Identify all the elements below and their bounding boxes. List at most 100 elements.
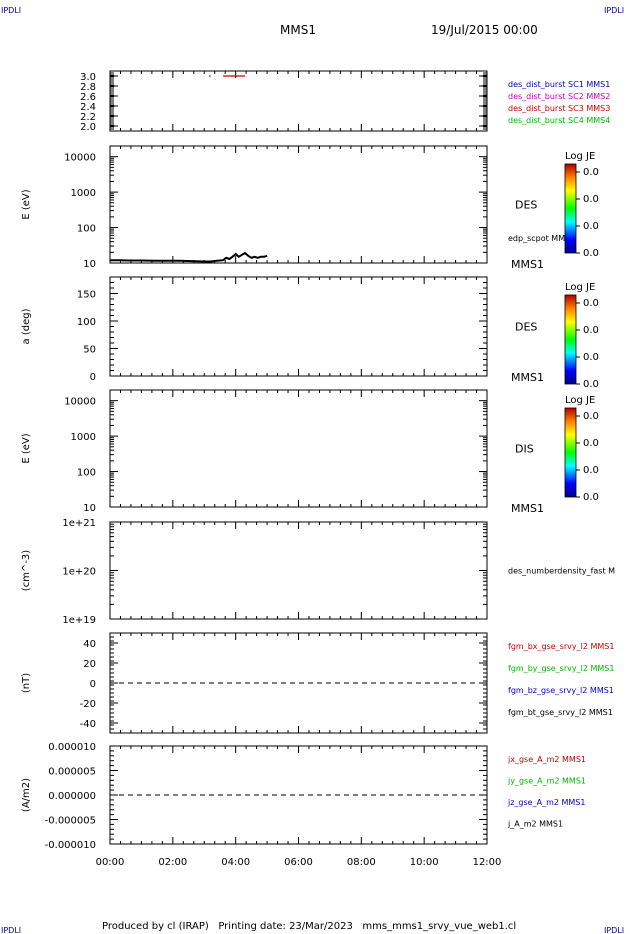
colorbar-tick-label: 0.0 [583, 325, 599, 336]
y-tick-label: 100 [77, 224, 96, 235]
legend-entry: fgm_bt_gse_srvy_l2 MMS1 [508, 708, 613, 717]
colorbar-tick-label: 0.0 [583, 411, 599, 422]
corner-label-tl: IPDLI [1, 6, 21, 15]
corner-label-br: IPDLI [604, 926, 624, 934]
y-tick-label: 2.8 [80, 82, 96, 93]
colorbar-title: Log JE [565, 282, 595, 293]
scpot-line [110, 251, 268, 263]
colorbar [564, 163, 577, 254]
y-axis-label: E (eV) [21, 189, 32, 219]
time-tick-label: 12:00 [473, 857, 502, 868]
y-tick-label: 40 [83, 639, 96, 650]
spacecraft-label: MMS1 [511, 258, 544, 271]
y-tick-label: -0.000005 [45, 816, 96, 827]
spacecraft-label: MMS1 [511, 371, 544, 384]
y-tick-label: 2.2 [80, 112, 96, 123]
scpot-label: edp_scpot MMS1 [508, 234, 575, 243]
y-tick-label: 1000 [71, 188, 96, 199]
y-tick-label: 2.6 [80, 92, 96, 103]
colorbar-tick-label: 0.0 [583, 194, 599, 205]
panel-current: 0.000010 0.000005 0.000000 -0.000005 -0.0000… [21, 742, 586, 851]
y-axis-label: (A/m2) [21, 778, 32, 812]
legend-entry: des_dist_burst SC2 MMS2 [508, 92, 610, 101]
y-axis-label: (nT) [21, 673, 32, 693]
panel-dis_energy: 10000 1000 100 10 E (eV) DIS MMS1 Log JE 0.0 0.0 0… [21, 389, 599, 515]
legend-entry: fgm_bz_gse_srvy_l2 MMS1 [508, 686, 614, 695]
legend-entry: des_dist_burst SC1 MMS1 [508, 80, 610, 89]
datetime-title: 19/Jul/2015 00:00 [431, 23, 538, 37]
y-tick-label: 0.000010 [48, 742, 96, 753]
y-tick-label: 10000 [64, 153, 96, 164]
corner-label-bl: IPDLI [1, 926, 21, 934]
panel-fgm: 40 20 0 -20 -40 (nT) fgm_bx_gse_srvy_l2 MMS1 fg… [21, 632, 614, 734]
colorbar-tick-label: 0.0 [583, 379, 599, 390]
y-tick-label: 10 [83, 503, 96, 514]
colorbar [564, 407, 577, 498]
legend-entry: jz_gse_A_m2 MMS1 [507, 798, 585, 807]
colorbar [564, 294, 577, 385]
y-tick-label: 0.000000 [48, 791, 96, 802]
y-tick-label: 2.4 [80, 102, 96, 113]
time-tick-label: 06:00 [284, 857, 313, 868]
y-tick-label: 100 [77, 317, 96, 328]
colorbar-tick-label: 0.0 [583, 248, 599, 259]
y-tick-label: 100 [77, 468, 96, 479]
legend-entry: des_dist_burst SC4 MMS4 [508, 116, 610, 125]
panel-density: 1e+21 1e+20 1e+19 (cm^-3) des_numberdensity_… [21, 518, 615, 626]
plot-frame [109, 389, 488, 508]
y-tick-label: 0.000005 [48, 767, 96, 778]
y-tick-label: 0 [90, 372, 96, 383]
y-tick-label: 150 [77, 290, 96, 301]
y-tick-label: 1e+20 [62, 567, 96, 578]
colorbar-tick-label: 0.0 [583, 352, 599, 363]
y-axis-label: a (deg) [21, 308, 32, 344]
y-tick-label: 10000 [64, 397, 96, 408]
y-tick-label: 2.0 [80, 122, 96, 133]
y-tick-label: 3.0 [80, 72, 96, 83]
colorbar-title: Log JE [565, 151, 595, 162]
footer-text: Produced by cl (IRAP) Printing date: 23/… [102, 921, 516, 932]
y-tick-label: 1e+21 [62, 518, 96, 529]
y-tick-label: 0 [90, 679, 96, 690]
time-tick-label: 04:00 [221, 857, 250, 868]
panel-des_energy: 10000 1000 100 10 E (eV) edp_scpot MMS1 DES MMS… [21, 145, 599, 271]
y-axis-label: E (eV) [21, 433, 32, 463]
colorbar-tick-label: 0.0 [583, 298, 599, 309]
colorbar-tick-label: 0.0 [583, 438, 599, 449]
plot-frame [109, 276, 488, 377]
y-tick-label: 10 [83, 259, 96, 270]
legend-entry: j_A_m2 MMS1 [507, 820, 563, 829]
colorbar-tick-label: 0.0 [583, 221, 599, 232]
time-axis: 00:00 02:00 04:00 06:00 08:00 10:00 12:00 [96, 857, 502, 868]
corner-label-tr: IPDLI [604, 6, 624, 15]
instrument-label: DES [515, 199, 537, 212]
panel-des_pitch: 150 100 50 0 a (deg) DES MMS1 Log JE 0.0 0.0 0.0 0.… [21, 276, 599, 390]
instrument-label: DES [515, 321, 537, 334]
y-tick-label: -40 [80, 719, 96, 730]
legend-entry: jx_gse_A_m2 MMS1 [507, 755, 586, 764]
instrument-label: DIS [515, 443, 534, 456]
y-tick-label: -0.000010 [45, 840, 96, 851]
legend-entry: fgm_by_gse_srvy_l2 MMS1 [508, 664, 614, 673]
plot-frame [109, 145, 488, 264]
y-tick-label: -20 [80, 699, 96, 710]
y-tick-label: 1000 [71, 432, 96, 443]
time-tick-label: 00:00 [96, 857, 125, 868]
time-tick-label: 10:00 [410, 857, 439, 868]
mission-title: MMS1 [280, 23, 316, 37]
y-tick-label: 50 [83, 345, 96, 356]
spacecraft-label: MMS1 [511, 502, 544, 515]
panels: 3.02.82.62.42.22.0 des_dist_burst SC1 MMS… [21, 70, 615, 851]
colorbar-title: Log JE [565, 395, 595, 406]
y-tick-label: 1e+19 [62, 615, 96, 626]
legend-entry: jy_gse_A_m2 MMS1 [507, 777, 586, 786]
colorbar-tick-label: 0.0 [583, 465, 599, 476]
legend-entry: des_numberdensity_fast M [508, 567, 615, 576]
plot-frame [109, 70, 488, 132]
colorbar-tick-label: 0.0 [583, 167, 599, 178]
y-tick-label: 20 [83, 659, 96, 670]
time-tick-label: 08:00 [347, 857, 376, 868]
legend-entry: des_dist_burst SC3 MMS3 [508, 104, 610, 113]
plot-frame [109, 521, 488, 620]
